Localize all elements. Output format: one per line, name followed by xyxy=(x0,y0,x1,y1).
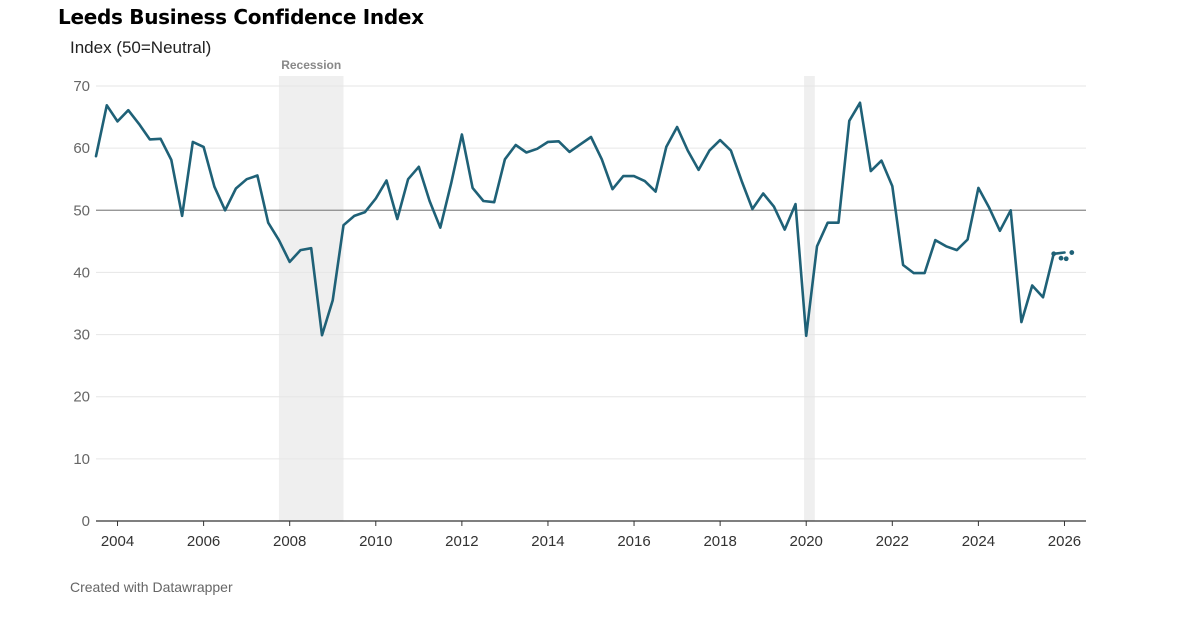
y-tick-label-0: 0 xyxy=(82,513,90,530)
projected-point-3 xyxy=(1069,250,1075,255)
series-line-0 xyxy=(94,101,1066,338)
x-tick-label-2026: 2026 xyxy=(1048,533,1081,550)
x-tick-label-2004: 2004 xyxy=(101,533,134,550)
y-tick-label-30: 30 xyxy=(73,327,90,344)
x-tick-label-2022: 2022 xyxy=(876,533,909,550)
projected-point-0 xyxy=(1051,251,1057,257)
x-tick-label-2010: 2010 xyxy=(359,533,392,550)
y-tick-label-20: 20 xyxy=(73,389,90,406)
y-tick-label-60: 60 xyxy=(73,140,90,157)
x-tick-label-2024: 2024 xyxy=(962,533,995,550)
credit-note: Created with Datawrapper xyxy=(70,579,233,595)
shaded-periods: Recession xyxy=(278,58,815,521)
chart-title: Leeds Business Confidence Index xyxy=(58,5,424,29)
y-tick-label-10: 10 xyxy=(73,451,90,468)
x-tick-label-2016: 2016 xyxy=(617,533,650,550)
y-tick-label-50: 50 xyxy=(73,202,90,219)
y-axis-label: Index (50=Neutral) xyxy=(70,38,212,57)
x-tick-label-2006: 2006 xyxy=(187,533,220,550)
projected-point-2 xyxy=(1063,256,1069,262)
y-tick-label-40: 40 xyxy=(73,264,90,281)
x-tick-label-2008: 2008 xyxy=(273,533,306,550)
y-tick-label-70: 70 xyxy=(73,78,90,95)
series-lines xyxy=(94,101,1066,338)
gridlines xyxy=(96,85,1086,522)
recession-label: Recession xyxy=(281,58,341,72)
x-tick-label-2020: 2020 xyxy=(790,533,823,550)
projected-point-1 xyxy=(1058,255,1064,261)
x-tick-label-2018: 2018 xyxy=(703,533,736,550)
data-points xyxy=(1051,250,1075,262)
x-tick-label-2014: 2014 xyxy=(531,533,564,550)
x-ticks: 2004 2006 2008 2010 2012 2014 2016 2018 2020 2022… xyxy=(101,521,1081,550)
y-ticks: 0 10 20 30 40 50 60 70 xyxy=(73,78,90,530)
x-tick-label-2012: 2012 xyxy=(445,533,478,550)
